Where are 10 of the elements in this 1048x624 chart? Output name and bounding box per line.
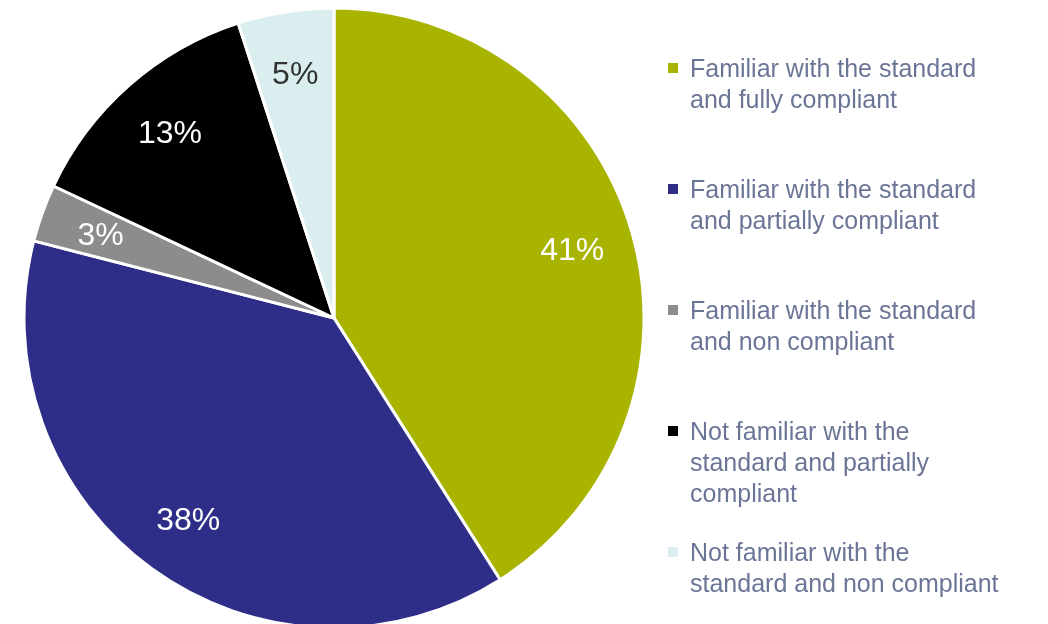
legend-label: Familiar with the standard and partially compliant — [690, 175, 977, 234]
legend-label: Not familiar with the standard and non compliant — [690, 538, 999, 597]
data-label: 3% — [77, 215, 124, 252]
legend-label: Familiar with the standard and fully compliant — [690, 54, 977, 113]
data-label: 5% — [272, 55, 319, 92]
data-label: 38% — [156, 500, 221, 537]
data-label: 13% — [137, 113, 203, 150]
legend-label: Familiar with the standard and non compliant — [690, 296, 977, 355]
data-label: 41% — [540, 230, 605, 267]
legend-label: Not familiar with the standard and partially compliant — [690, 417, 930, 507]
